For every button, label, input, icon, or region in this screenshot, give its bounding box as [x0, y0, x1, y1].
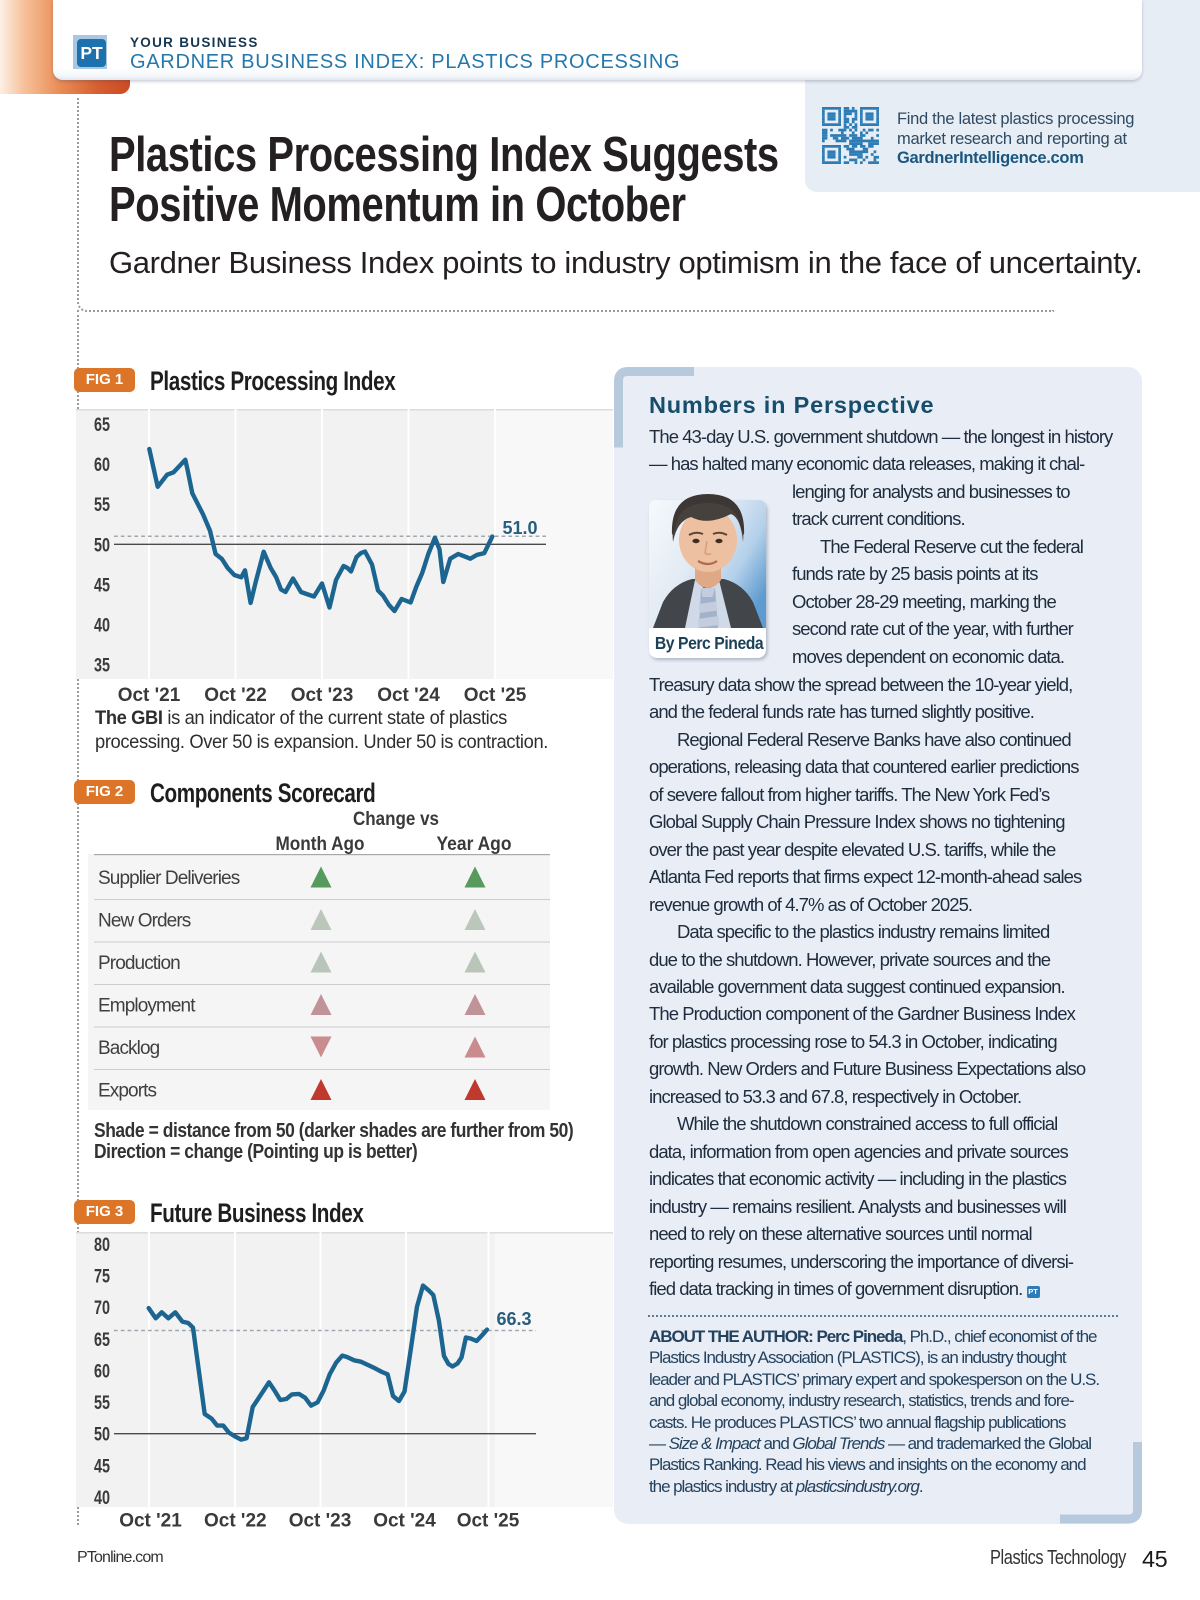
svg-text:65: 65	[94, 1330, 110, 1351]
svg-text:51.0: 51.0	[503, 518, 538, 538]
svg-text:40: 40	[94, 1488, 110, 1509]
svg-text:Oct '25: Oct '25	[457, 1511, 520, 1532]
svg-text:Employment: Employment	[98, 996, 196, 1017]
svg-text:50: 50	[94, 535, 110, 556]
svg-text:New Orders: New Orders	[98, 911, 191, 932]
svg-text:40: 40	[94, 616, 110, 637]
svg-text:Supplier Deliveries: Supplier Deliveries	[98, 868, 240, 889]
svg-text:80: 80	[94, 1235, 110, 1256]
svg-text:50: 50	[94, 1425, 110, 1446]
svg-text:55: 55	[94, 1393, 110, 1414]
svg-text:70: 70	[94, 1298, 110, 1319]
svg-text:45: 45	[94, 575, 110, 596]
svg-text:Oct '22: Oct '22	[204, 685, 267, 706]
svg-text:45: 45	[94, 1456, 110, 1477]
svg-text:Oct '25: Oct '25	[464, 685, 527, 706]
svg-text:Oct '21: Oct '21	[118, 685, 181, 706]
svg-text:65: 65	[94, 415, 110, 436]
svg-text:Oct '24: Oct '24	[377, 685, 440, 706]
svg-text:Exports: Exports	[98, 1081, 157, 1102]
svg-text:75: 75	[94, 1267, 110, 1288]
svg-text:55: 55	[94, 495, 110, 516]
svg-text:Oct '22: Oct '22	[204, 1511, 267, 1532]
svg-text:Backlog: Backlog	[98, 1038, 160, 1059]
svg-text:Oct '24: Oct '24	[373, 1511, 436, 1532]
svg-text:60: 60	[94, 1361, 110, 1382]
svg-text:Year Ago: Year Ago	[437, 833, 512, 855]
svg-text:35: 35	[94, 656, 110, 677]
svg-text:Oct '23: Oct '23	[291, 685, 354, 706]
svg-text:Oct '23: Oct '23	[289, 1511, 352, 1532]
svg-text:Month Ago: Month Ago	[276, 833, 365, 855]
svg-text:Production: Production	[98, 953, 180, 974]
svg-text:60: 60	[94, 455, 110, 476]
svg-text:Change vs: Change vs	[353, 808, 439, 830]
svg-text:Oct '21: Oct '21	[119, 1511, 182, 1532]
svg-text:66.3: 66.3	[497, 1309, 532, 1329]
